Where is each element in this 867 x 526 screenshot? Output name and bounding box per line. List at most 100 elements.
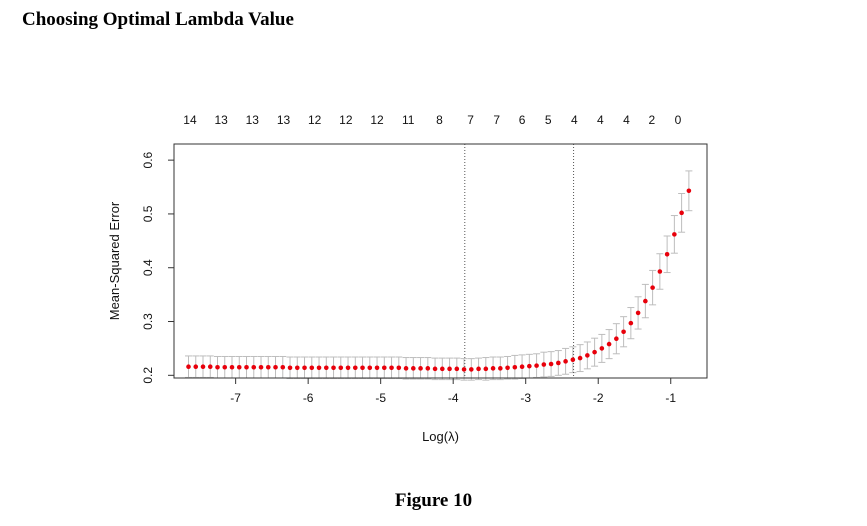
data-point <box>461 367 467 372</box>
data-point <box>527 363 532 369</box>
data-point <box>570 357 576 363</box>
data-point <box>367 365 373 371</box>
y-tick-label: 0.5 <box>141 205 155 222</box>
top-count-label: 13 <box>277 113 291 127</box>
y-axis: 0.2 0.3 0.4 0.5 0.6 <box>141 151 174 384</box>
top-count-label: 4 <box>623 113 630 127</box>
figure-caption: Figure 10 <box>394 490 473 511</box>
y-tick-label: 0.6 <box>141 151 155 168</box>
data-point <box>519 364 525 370</box>
data-point <box>483 366 489 372</box>
data-point <box>628 320 634 326</box>
top-axis-labels: 14 13 13 13 12 12 12 11 8 7 7 6 5 4 4 4 2 0 <box>183 113 681 127</box>
data-point <box>251 364 257 370</box>
data-point <box>447 366 452 372</box>
data-point <box>664 251 670 257</box>
data-point <box>244 364 249 370</box>
data-point <box>316 365 322 371</box>
top-count-label: 4 <box>597 113 604 127</box>
top-count-label: 5 <box>545 113 552 127</box>
data-point <box>215 364 220 370</box>
x-axis: -7 -6 -5 -4 -3 -2 -1 <box>230 378 676 405</box>
data-point <box>331 365 336 371</box>
data-point <box>643 298 648 304</box>
data-point <box>432 366 438 372</box>
data-point <box>381 365 387 371</box>
data-point <box>599 346 605 351</box>
data-point <box>556 360 561 366</box>
data-point <box>440 366 445 372</box>
data-point <box>374 365 380 371</box>
error-bars <box>185 170 693 381</box>
vertical-lines <box>464 144 575 378</box>
data-point <box>490 366 496 371</box>
data-point <box>258 364 264 370</box>
top-count-label: 8 <box>436 113 443 127</box>
data-point <box>207 364 213 370</box>
y-tick-label: 0.4 <box>141 259 155 276</box>
data-point <box>679 210 684 216</box>
data-point <box>273 364 278 370</box>
data-point <box>548 361 554 367</box>
data-point <box>621 329 626 335</box>
data-point <box>454 366 460 372</box>
data-point <box>345 365 351 371</box>
document-heading: Choosing Optimal Lambda Value <box>22 9 294 30</box>
data-point <box>512 364 518 370</box>
data-point <box>287 365 293 371</box>
top-count-label: 12 <box>308 113 322 127</box>
data-point <box>338 365 344 371</box>
plot-area-border <box>173 143 708 379</box>
data-point <box>614 336 619 342</box>
y-tick-label: 0.3 <box>141 313 155 330</box>
data-point <box>222 364 228 370</box>
top-count-label: 4 <box>571 113 578 127</box>
top-count-label: 12 <box>339 113 353 127</box>
data-point <box>360 365 365 371</box>
top-count-label: 12 <box>370 113 384 127</box>
data-point <box>418 366 423 371</box>
data-point <box>265 364 271 370</box>
data-point <box>280 364 286 370</box>
data-point <box>411 366 416 371</box>
data-point <box>635 310 641 316</box>
data-point <box>563 359 568 364</box>
data-point <box>294 365 300 371</box>
data-point <box>229 364 235 370</box>
x-tick-label: -6 <box>303 391 314 405</box>
top-count-label: 0 <box>675 113 682 127</box>
cv-mse-chart: -7 -6 -5 -4 -3 -2 -1 0.20.30.40.50.6 14 13 13 13 1… <box>107 113 708 444</box>
x-tick-label: -4 <box>448 391 459 405</box>
x-tick-label: -5 <box>375 391 386 405</box>
data-point <box>476 366 481 372</box>
data-point <box>534 363 539 368</box>
data-point <box>403 366 409 371</box>
data-point <box>425 366 431 371</box>
data-point <box>577 355 583 361</box>
x-tick-label: -7 <box>230 391 241 405</box>
data-point <box>498 366 503 371</box>
data-point <box>193 364 199 370</box>
data-point <box>396 365 402 371</box>
x-tick-label: -1 <box>665 391 676 405</box>
data-point <box>592 349 597 355</box>
top-count-label: 2 <box>649 113 656 127</box>
top-count-label: 14 <box>183 113 197 127</box>
top-count-label: 6 <box>519 113 526 127</box>
x-axis-title: Log(λ) <box>422 429 459 444</box>
data-point <box>672 232 677 237</box>
top-count-label: 11 <box>402 113 415 127</box>
data-point <box>323 365 329 371</box>
data-point <box>302 365 307 371</box>
data-point <box>186 364 191 370</box>
data-point <box>505 365 510 371</box>
top-count-label: 13 <box>246 113 260 127</box>
data-point <box>469 367 474 372</box>
data-point <box>657 269 663 274</box>
top-count-label: 13 <box>214 113 228 127</box>
data-point <box>389 365 394 371</box>
data-point <box>686 188 692 194</box>
top-count-label: 7 <box>467 113 474 127</box>
data-point <box>200 364 206 370</box>
data-point <box>236 364 242 370</box>
